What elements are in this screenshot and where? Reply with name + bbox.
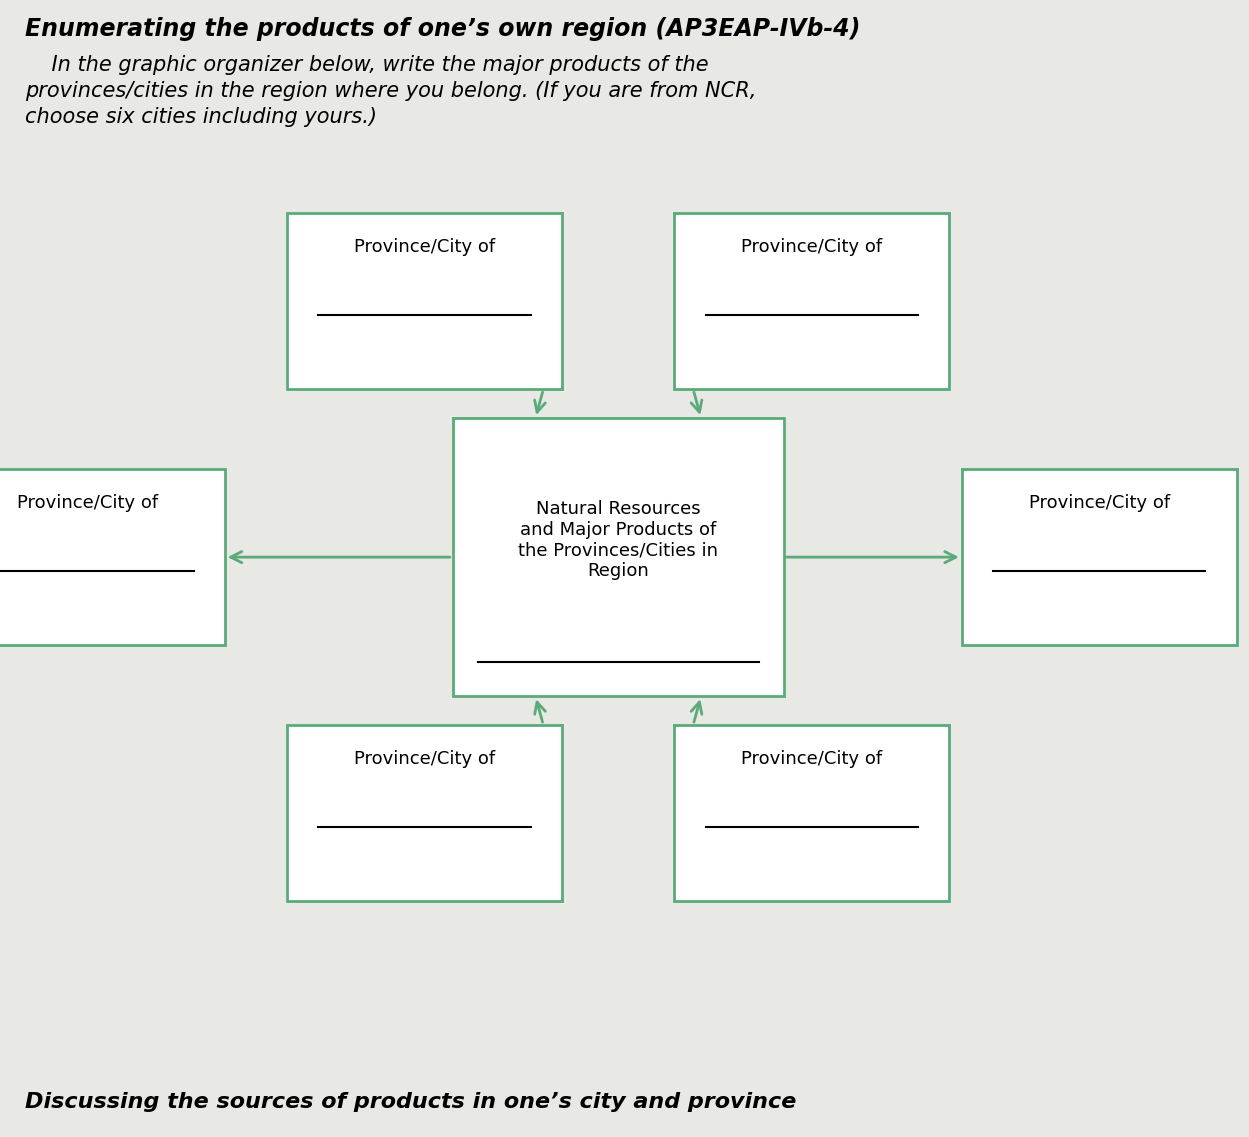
Text: In the graphic organizer below, write the major products of the
provinces/cities: In the graphic organizer below, write th… [25, 55, 757, 127]
FancyBboxPatch shape [962, 468, 1237, 646]
Text: Province/City of: Province/City of [1029, 493, 1169, 512]
Text: Province/City of: Province/City of [355, 750, 495, 767]
Text: Province/City of: Province/City of [742, 750, 882, 767]
FancyBboxPatch shape [674, 725, 949, 901]
Text: Discussing the sources of products in one’s city and province: Discussing the sources of products in on… [25, 1092, 797, 1112]
Text: Province/City of: Province/City of [742, 239, 882, 256]
Text: Province/City of: Province/City of [355, 239, 495, 256]
FancyBboxPatch shape [452, 417, 784, 696]
FancyBboxPatch shape [674, 214, 949, 389]
Text: Province/City of: Province/City of [17, 493, 157, 512]
Text: Enumerating the products of one’s own region (AP3EAP-IVb-4): Enumerating the products of one’s own re… [25, 17, 861, 41]
FancyBboxPatch shape [287, 725, 562, 901]
FancyBboxPatch shape [287, 214, 562, 389]
Text: Natural Resources
and Major Products of
the Provinces/Cities in
Region: Natural Resources and Major Products of … [518, 500, 718, 580]
FancyBboxPatch shape [0, 468, 225, 646]
